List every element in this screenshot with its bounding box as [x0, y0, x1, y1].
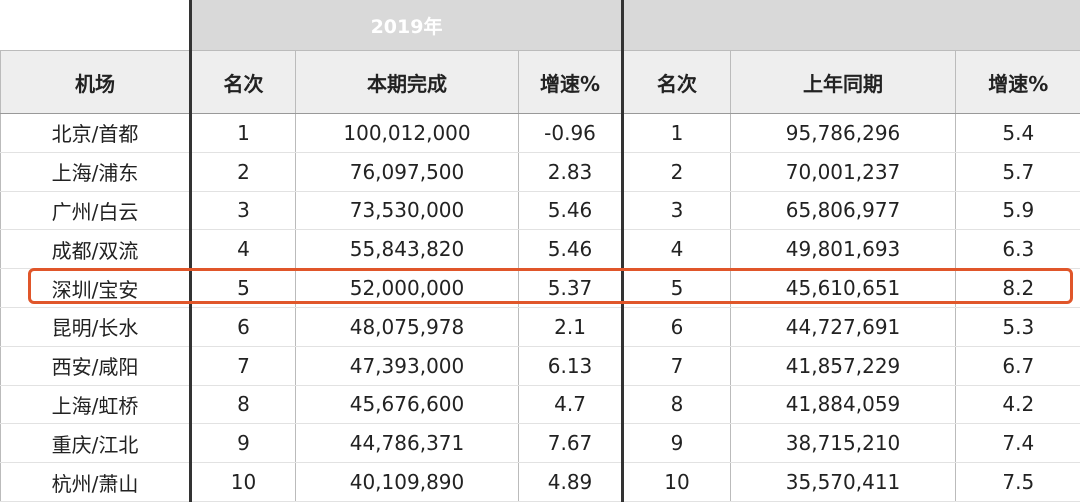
table-cell: 44,727,691: [731, 307, 956, 346]
table-cell: 6.13: [519, 346, 623, 385]
table-cell: -0.96: [519, 114, 623, 153]
table-cell: 7.5: [956, 463, 1080, 502]
table-cell: 49,801,693: [731, 230, 956, 269]
blank-cell: [1, 0, 191, 51]
table-cell: 4: [623, 230, 731, 269]
table-cell: 重庆/江北: [1, 424, 191, 463]
table-cell: 44,786,371: [296, 424, 519, 463]
highlight-box: [28, 268, 1073, 304]
table-cell: 76,097,500: [296, 152, 519, 191]
table-cell: 55,843,820: [296, 230, 519, 269]
table-cell: 2: [623, 152, 731, 191]
table-cell: 广州/白云: [1, 191, 191, 230]
table-cell: 6: [191, 307, 296, 346]
table-cell: 35,570,411: [731, 463, 956, 502]
table-cell: 6: [623, 307, 731, 346]
table-cell: 7.4: [956, 424, 1080, 463]
column-header-row: 机场名次本期完成增速%名次上年同期增速%: [1, 51, 1080, 114]
table-cell: 5.46: [519, 230, 623, 269]
table-cell: 4: [191, 230, 296, 269]
table-cell: 45,676,600: [296, 385, 519, 424]
group-header-row: 2019年: [1, 0, 1080, 51]
table-cell: 杭州/萧山: [1, 463, 191, 502]
column-header: 名次: [623, 51, 731, 114]
column-header: 增速%: [519, 51, 623, 114]
table-cell: 70,001,237: [731, 152, 956, 191]
table-cell: 4.89: [519, 463, 623, 502]
table-cell: 北京/首都: [1, 114, 191, 153]
table-cell: 5.3: [956, 307, 1080, 346]
table-cell: 成都/双流: [1, 230, 191, 269]
table-cell: 上海/虹桥: [1, 385, 191, 424]
table-cell: 95,786,296: [731, 114, 956, 153]
table-cell: 9: [623, 424, 731, 463]
table-cell: 上海/浦东: [1, 152, 191, 191]
table-cell: 5.46: [519, 191, 623, 230]
table-cell: 10: [623, 463, 731, 502]
table-cell: 41,857,229: [731, 346, 956, 385]
table-cell: 5.9: [956, 191, 1080, 230]
table-cell: 5.7: [956, 152, 1080, 191]
table-cell: 6.7: [956, 346, 1080, 385]
column-header: 机场: [1, 51, 191, 114]
table-cell: 48,075,978: [296, 307, 519, 346]
table-cell: 7: [191, 346, 296, 385]
blank-cell: [623, 0, 1080, 51]
table-cell: 西安/咸阳: [1, 346, 191, 385]
table-cell: 2: [191, 152, 296, 191]
table-cell: 10: [191, 463, 296, 502]
table-cell: 47,393,000: [296, 346, 519, 385]
table-cell: 3: [191, 191, 296, 230]
table-cell: 4.2: [956, 385, 1080, 424]
table-cell: 40,109,890: [296, 463, 519, 502]
table-cell: 73,530,000: [296, 191, 519, 230]
table-cell: 4.7: [519, 385, 623, 424]
table-cell: 7: [623, 346, 731, 385]
table-cell: 2.1: [519, 307, 623, 346]
table-cell: 昆明/长水: [1, 307, 191, 346]
group-title: 2019年: [191, 0, 623, 51]
table-cell: 1: [623, 114, 731, 153]
column-header: 上年同期: [731, 51, 956, 114]
table-cell: 65,806,977: [731, 191, 956, 230]
table-cell: 6.3: [956, 230, 1080, 269]
table-cell: 38,715,210: [731, 424, 956, 463]
column-header: 增速%: [956, 51, 1080, 114]
table-cell: 100,012,000: [296, 114, 519, 153]
column-header: 本期完成: [296, 51, 519, 114]
table-cell: 41,884,059: [731, 385, 956, 424]
table-cell: 7.67: [519, 424, 623, 463]
table-cell: 2.83: [519, 152, 623, 191]
table-cell: 5.4: [956, 114, 1080, 153]
table-cell: 8: [623, 385, 731, 424]
table-cell: 1: [191, 114, 296, 153]
column-header: 名次: [191, 51, 296, 114]
table-cell: 8: [191, 385, 296, 424]
table-cell: 3: [623, 191, 731, 230]
table-cell: 9: [191, 424, 296, 463]
